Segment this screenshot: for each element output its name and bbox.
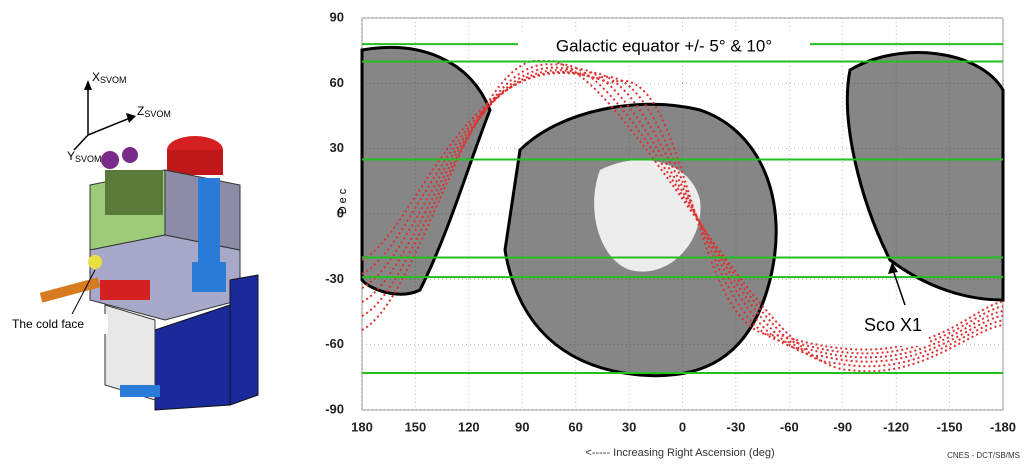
galactic-curve [361,58,1004,373]
y-tick-label: -30 [325,271,344,286]
x-axis-label: <----- Increasing Right Ascension (deg) [585,447,774,459]
x-tick-label: 90 [515,419,529,434]
x-tick-label: -180 [990,419,1016,434]
y-tick-label: 90 [330,9,344,24]
y-tick-label: -60 [325,336,344,351]
galactic-curve [361,70,1004,355]
label-box [858,306,928,346]
x-tick-label: 180 [351,419,373,434]
source-label: Sco X1 [864,315,922,335]
x-tick-label: 60 [568,419,582,434]
band-label: Galactic equator +/- 5° & 10° [556,36,772,55]
x-tick-label: -120 [883,419,909,434]
galactic-curve [361,72,1004,351]
y-tick-label: -90 [325,401,344,416]
y-tick-label: 60 [330,75,344,90]
axis-label: YSVOM [67,149,102,164]
y-tick-label: 30 [330,140,344,155]
satellite-drawing [39,80,259,411]
y-tick-label: 0 [337,205,344,220]
x-tick-label: -90 [833,419,852,434]
x-tick-label: -30 [727,419,746,434]
x-tick-label: -60 [780,419,799,434]
trajectory-swarm [845,51,1005,302]
arrow [892,269,906,306]
arrow-head [888,262,898,274]
y-axis-label: Dec [337,186,349,215]
axis-label: XSVOM [92,70,127,85]
x-tick-label: -150 [937,419,963,434]
sky-plot: 180 150 120 90 60 30 0 -30 -60 -90 -120 -150 -180 90 6… [325,9,1020,460]
trajectory-hole [594,160,701,272]
axis-label: ZSVOM [137,104,171,119]
credit: CNES - DCT/SB/MS [947,451,1020,460]
x-tick-label: 30 [622,419,636,434]
callout-box [8,314,108,334]
galactic-curve [361,63,1004,368]
x-tick-label: 120 [458,419,480,434]
label-box [518,34,810,60]
galactic-curve [361,69,1004,359]
x-tick-label: 150 [405,419,427,434]
trajectory-swarm [360,46,492,296]
x-tick-label: 0 [679,419,686,434]
callout: The cold face [12,317,84,331]
